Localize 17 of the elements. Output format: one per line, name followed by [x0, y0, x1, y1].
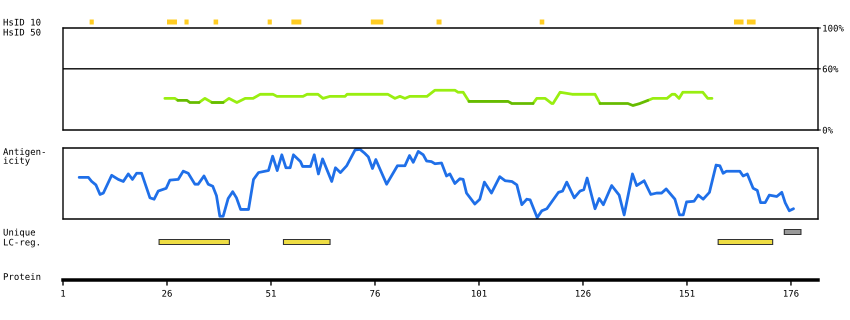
x-tick-label: 151 [680, 290, 695, 297]
y-tick-label: HsID 50 [4, 28, 40, 36]
y-tick-label: LC-reg. [4, 238, 39, 248]
x-tick-label: 1 [61, 290, 66, 297]
x-axis-title: Protein [4, 273, 40, 280]
x-tick-label: 26 [162, 290, 172, 297]
y2-tick-label: 60% [822, 66, 838, 72]
x-tick-label: 76 [370, 290, 380, 297]
y-axis-title: Antigen- icity [3, 148, 45, 166]
y-tick-label: HsID 10 [4, 18, 40, 26]
x-tick-label: 176 [784, 290, 799, 297]
x-tick-label: 51 [266, 290, 276, 297]
y2-tick-label: 0% [822, 126, 833, 134]
y2-tick-label: 100% [823, 24, 844, 32]
y-tick-label: Unique [4, 228, 36, 238]
x-tick-label: 126 [576, 290, 591, 297]
x-tick-label: 101 [472, 290, 487, 297]
